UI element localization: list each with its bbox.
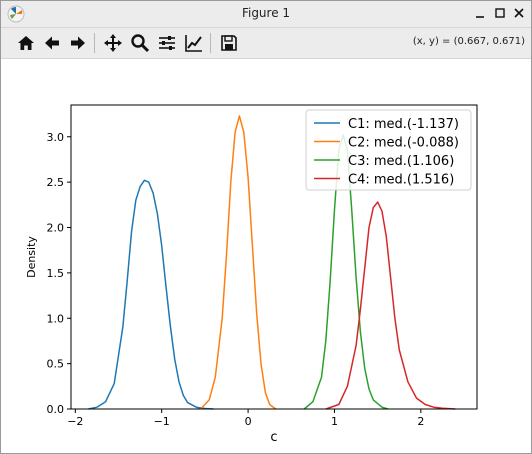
forward-button[interactable]: [66, 31, 90, 55]
toolbar-separator: [210, 33, 211, 53]
x-tick-label: 2: [417, 415, 424, 428]
legend-label-c4: C4: med.(1.516): [348, 173, 454, 188]
arrow-right-icon: [71, 36, 85, 50]
minimize-icon: [476, 16, 484, 18]
move-icon: [104, 34, 122, 52]
y-tick-label: 1.0: [47, 312, 65, 325]
y-tick-label: 0.5: [47, 358, 65, 371]
save-button[interactable]: [217, 31, 241, 55]
maximize-icon: [495, 8, 505, 18]
legend: C1: med.(-1.137) C2: med.(-0.088) C3: med.…: [305, 109, 472, 191]
home-button[interactable]: [14, 31, 38, 55]
x-tick-label: 0: [245, 415, 252, 428]
y-tick-label: 2.5: [47, 176, 65, 189]
legend-label-c1: C1: med.(-1.137): [348, 117, 459, 132]
x-tick-label: −1: [154, 415, 170, 428]
maximize-button[interactable]: [493, 6, 507, 20]
legend-box: [305, 109, 472, 191]
pan-button[interactable]: [101, 31, 125, 55]
figure-canvas[interactable]: −2 −1 0 1 2 0.0 0.5 1.0 1.5 2.0 2.5 3.0 c Density …: [1, 59, 531, 453]
chart-line-icon: [185, 35, 202, 52]
legend-label-c2: C2: med.(-0.088): [348, 136, 459, 151]
floppy-disk-icon: [221, 35, 237, 51]
y-tick-label: 2.0: [47, 222, 65, 235]
y-tick-label: 3.0: [47, 131, 65, 144]
kde-plot: −2 −1 0 1 2 0.00.51.01.52.02.53.0 c Density …: [25, 104, 478, 445]
series-line-c1: [88, 179, 214, 410]
y-tick-label: 1.5: [47, 267, 65, 280]
magnifier-icon: [131, 34, 150, 53]
back-button[interactable]: [40, 31, 64, 55]
x-tick-label: 1: [331, 415, 338, 428]
cursor-coordinates: (x, y) = (0.667, 0.671): [412, 36, 525, 47]
home-icon: [18, 36, 34, 50]
x-tick-label: −2: [67, 415, 83, 428]
arrow-left-icon: [45, 36, 59, 50]
x-axis-label: c: [270, 430, 277, 445]
y-tick-label: 0.0: [47, 403, 65, 416]
zoom-button[interactable]: [128, 31, 152, 55]
y-axis-label: Density: [25, 236, 38, 278]
toolbar-separator: [94, 33, 95, 53]
window-title: Figure 1: [241, 6, 291, 20]
navigation-toolbar: (x, y) = (0.667, 0.671): [1, 28, 531, 59]
close-icon: [514, 8, 524, 18]
matplotlib-logo-icon: [7, 5, 25, 23]
sliders-icon: [159, 36, 175, 50]
title-bar: Figure 1: [1, 1, 531, 28]
series-line-c4: [325, 201, 456, 410]
configure-subplots-button[interactable]: [155, 31, 179, 55]
series-line-c2: [200, 115, 277, 410]
axes-frame: [70, 104, 478, 410]
minimize-button[interactable]: [473, 6, 487, 20]
edit-axes-button[interactable]: [182, 31, 206, 55]
close-button[interactable]: [512, 6, 526, 20]
legend-label-c3: C3: med.(1.106): [348, 154, 454, 169]
